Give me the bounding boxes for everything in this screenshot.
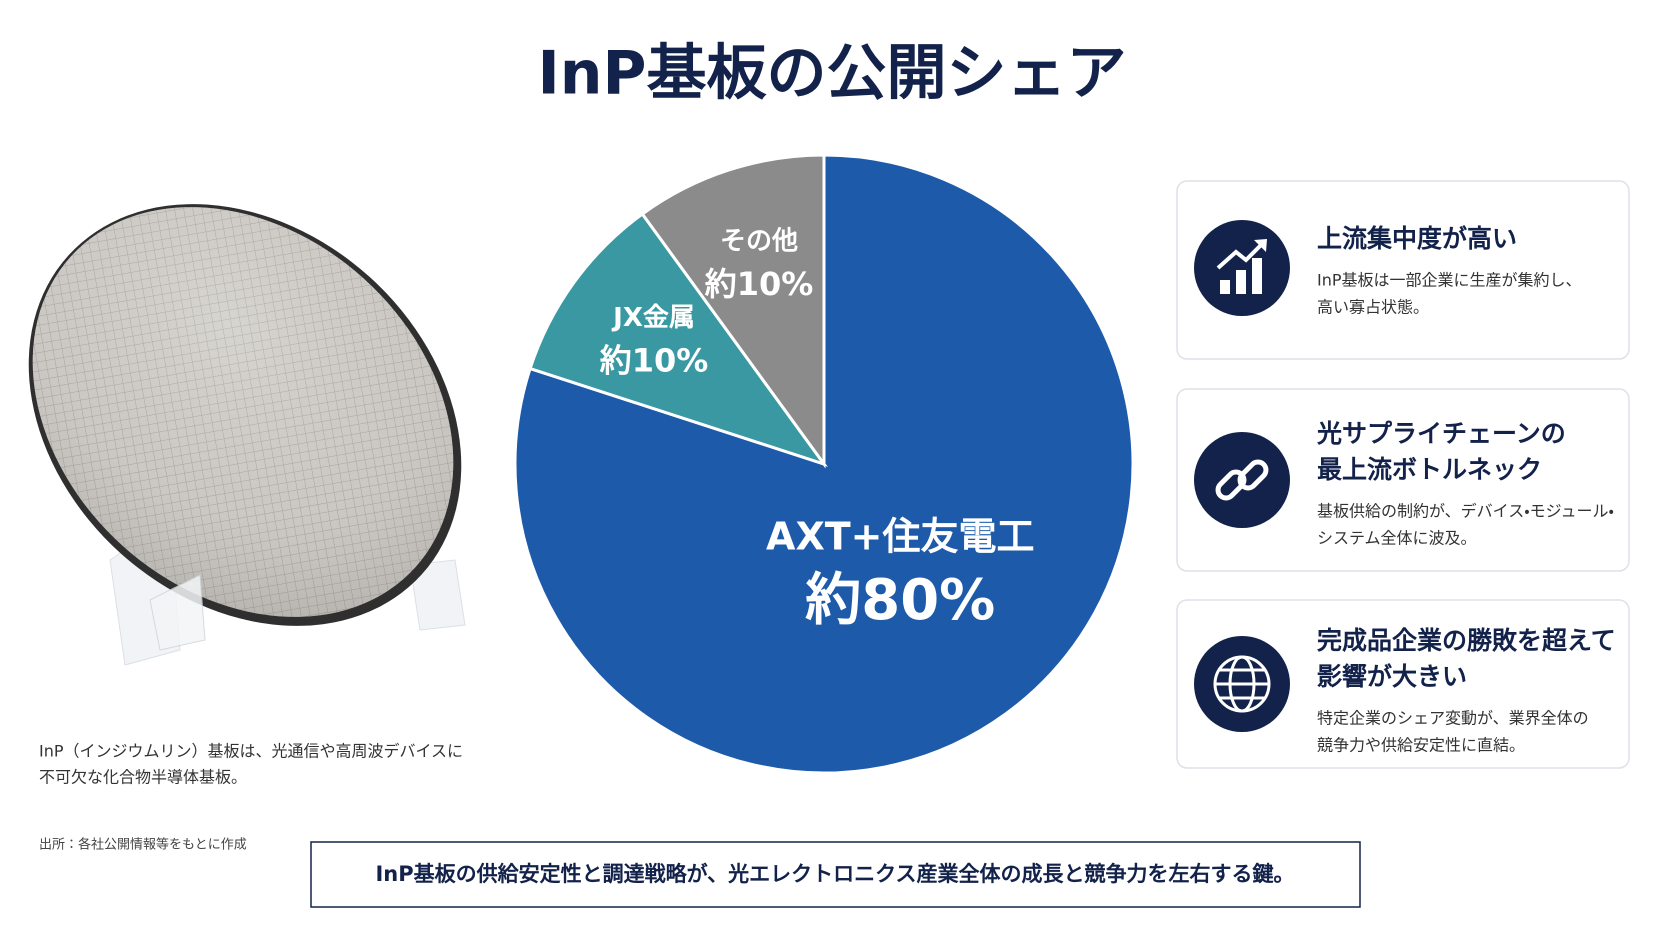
slice-value-label: 約80% [805,568,995,633]
card [1176,180,1630,360]
slice-label: JX金属 [611,303,695,333]
icon-growth [1194,220,1290,316]
card [1176,599,1630,769]
card-title: 影響が大きい [1317,662,1467,691]
slice-value-label: 約10% [705,265,814,303]
slice-value-label: 約10% [600,341,709,379]
card-title: 完成品企業の勝敗を超えて [1316,626,1616,655]
slice-label: その他 [720,227,798,257]
wafer-illustration [28,204,466,666]
card-title: 上流集中度が高い [1317,224,1517,253]
footer-box [310,841,1361,908]
slice-label: AXT+住友電工 [766,514,1034,558]
icon-globe [1194,636,1290,732]
card-text: システム全体に波及。 [1317,529,1477,548]
pie-slice [528,211,828,467]
pie-slice [640,153,826,469]
card-text: 競争力や供給安定性に直結。 [1317,736,1525,755]
card-text: 高い寡占状態。 [1317,298,1429,317]
page-title: InP基板の公開シェア [537,39,1126,109]
card-title: 最上流ボトルネック [1317,455,1542,484]
card-title: 光サプライチェーンの [1316,419,1566,448]
card-text: InP基板は一部企業に生産が集約し、 [1317,271,1582,290]
card [1176,388,1630,572]
card-text: 特定企業のシェア変動が、業界全体の [1317,709,1589,728]
card-text: 基板供給の制約が、デバイス・モジュール・ [1317,502,1614,521]
image-caption: InP（インジウムリン）基板は、光通信や高周波デバイスに [39,742,463,761]
footer-message: InP基板の供給安定性と調達戦略が、光エレクトロニクス産業全体の成長と競争力を左… [375,862,1294,886]
source-note: 出所：各社公開情報等をもとに作成 [39,837,247,853]
icon-chain [1194,432,1290,528]
image-caption: 不可欠な化合物半導体基板。 [39,768,247,787]
